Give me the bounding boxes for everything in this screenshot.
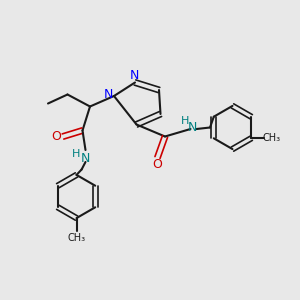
Text: O: O <box>153 158 162 171</box>
Text: CH₃: CH₃ <box>262 133 281 143</box>
Text: N: N <box>187 121 197 134</box>
Text: N: N <box>130 69 139 82</box>
Text: H: H <box>72 148 80 159</box>
Text: N: N <box>104 88 113 101</box>
Text: CH₃: CH₃ <box>68 232 85 243</box>
Text: N: N <box>81 152 90 165</box>
Text: O: O <box>52 130 61 143</box>
Text: H: H <box>181 116 189 126</box>
